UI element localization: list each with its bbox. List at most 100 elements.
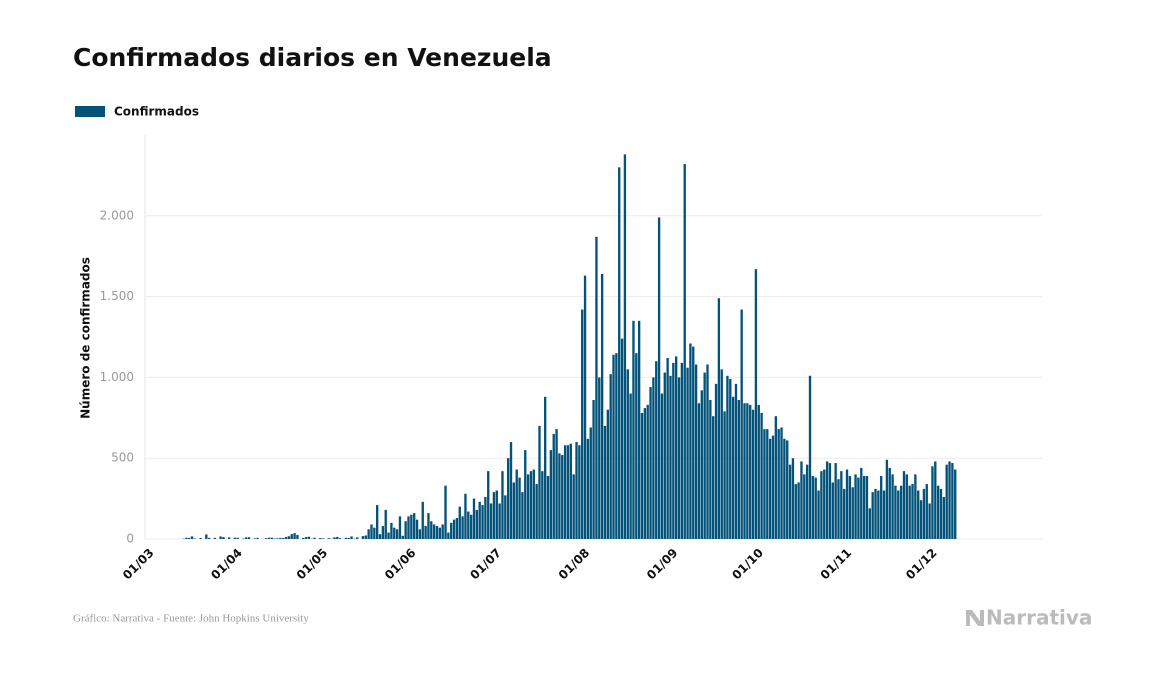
bar (712, 416, 715, 539)
bar (914, 474, 917, 539)
bar (444, 485, 447, 539)
bar (370, 524, 373, 539)
bar (356, 537, 359, 539)
bar (458, 506, 461, 539)
bar (538, 425, 541, 539)
bar (666, 358, 669, 539)
bar (911, 484, 914, 539)
bar (592, 400, 595, 539)
bar (438, 527, 441, 539)
bar (692, 346, 695, 539)
bar (432, 524, 436, 539)
bar (652, 377, 655, 539)
bar (917, 490, 920, 539)
bar (669, 375, 672, 539)
bar (731, 396, 735, 539)
bar (760, 412, 763, 539)
bar (925, 484, 928, 539)
bar (848, 475, 852, 539)
bar (880, 475, 883, 539)
bar (282, 538, 285, 539)
bar (321, 538, 325, 539)
bar (515, 469, 518, 539)
bar (484, 496, 487, 539)
bar (783, 438, 786, 539)
bar (236, 537, 239, 539)
bar (871, 492, 874, 539)
bar (526, 474, 530, 539)
bar (814, 477, 817, 539)
bar (441, 524, 444, 539)
bar (717, 298, 721, 539)
bar (945, 464, 948, 539)
y-tick-label: 2.000 (100, 208, 134, 222)
bar (521, 492, 524, 539)
bar (649, 387, 652, 539)
bar (612, 354, 615, 539)
bar (811, 475, 815, 539)
bar (754, 269, 758, 539)
bar (862, 475, 866, 539)
bar (267, 537, 271, 539)
bar (487, 471, 490, 539)
bar (575, 442, 578, 539)
x-tick-label: 01/11 (818, 546, 855, 583)
bar (780, 427, 783, 539)
bar (435, 526, 439, 539)
bar (555, 429, 558, 539)
bar (364, 535, 367, 539)
bar (757, 404, 760, 539)
bar (378, 534, 382, 539)
bar (418, 529, 422, 539)
bar (472, 498, 476, 539)
y-tick-label: 1.000 (100, 370, 134, 384)
bar (478, 501, 481, 539)
logo: Narrativa (986, 606, 1092, 630)
bar (723, 411, 726, 539)
bar (384, 509, 387, 539)
bar (919, 500, 923, 539)
bar (751, 409, 755, 539)
bar (450, 522, 453, 539)
bar (603, 425, 607, 539)
bar (381, 526, 385, 539)
bar (293, 533, 296, 539)
x-tick-label: 01/03 (120, 546, 157, 583)
bar (860, 467, 863, 539)
bar (709, 400, 712, 539)
bar (430, 521, 433, 539)
bar (424, 526, 427, 539)
bar (549, 450, 553, 539)
x-tick-label: 01/08 (556, 546, 593, 583)
bar (740, 309, 743, 539)
bar (387, 532, 390, 539)
bar (583, 275, 587, 539)
bar (413, 513, 416, 539)
bar (558, 453, 561, 539)
bar (828, 463, 832, 539)
legend-swatch (75, 106, 105, 117)
bar (877, 490, 880, 539)
bar (805, 464, 809, 539)
bar (421, 501, 424, 539)
bar (464, 493, 467, 539)
bar (563, 445, 567, 539)
bar (361, 536, 365, 539)
bar (808, 375, 812, 539)
bar (831, 482, 834, 539)
bar (683, 164, 686, 539)
bar (899, 485, 903, 539)
bar (746, 403, 749, 539)
bar (868, 508, 871, 539)
bar (737, 400, 740, 539)
bar (401, 535, 404, 539)
bar (512, 482, 516, 539)
bar (655, 361, 658, 539)
bar (205, 534, 208, 539)
bar (734, 383, 738, 539)
bar (404, 521, 407, 539)
bar (766, 429, 769, 539)
bar (475, 509, 479, 539)
bar (532, 469, 535, 539)
bar (264, 538, 268, 539)
